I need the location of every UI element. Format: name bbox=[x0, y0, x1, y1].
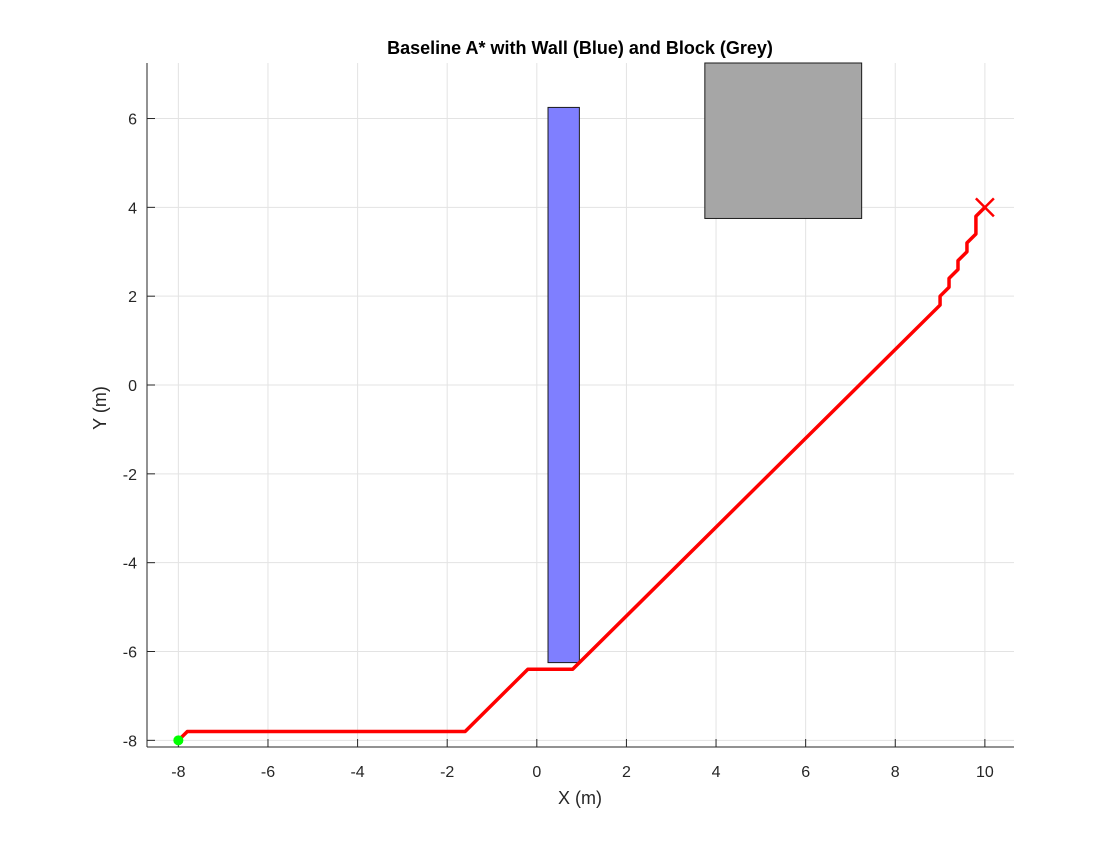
y-tick-label: -2 bbox=[123, 467, 137, 484]
x-tick-label: 0 bbox=[532, 764, 541, 781]
y-tick-label: 0 bbox=[128, 378, 137, 395]
x-tick-label: 2 bbox=[622, 764, 631, 781]
y-tick-label: 6 bbox=[128, 112, 137, 129]
obstacle-block bbox=[704, 62, 863, 219]
obstacle-wall bbox=[547, 106, 580, 664]
y-tick-label: -6 bbox=[123, 645, 137, 662]
obstacles bbox=[547, 62, 863, 664]
grid bbox=[147, 63, 1014, 747]
x-tick-label: 10 bbox=[976, 764, 994, 781]
x-tick-label: -6 bbox=[261, 764, 275, 781]
y-tick-label: -8 bbox=[123, 733, 137, 750]
x-tick-label: 4 bbox=[712, 764, 721, 781]
path-line bbox=[176, 205, 987, 743]
x-tick-label: 8 bbox=[891, 764, 900, 781]
x-tick-label: 6 bbox=[801, 764, 810, 781]
goal-marker bbox=[974, 197, 995, 218]
y-axis-label: Y (m) bbox=[90, 386, 110, 430]
goal-marker-stroke bbox=[974, 197, 995, 218]
x-axis-label: X (m) bbox=[558, 788, 602, 808]
x-tick-label: -8 bbox=[171, 764, 185, 781]
x-tick-label: -4 bbox=[350, 764, 364, 781]
chart-title: Baseline A* with Wall (Blue) and Block (… bbox=[387, 38, 773, 58]
start-marker bbox=[173, 735, 184, 746]
x-tick-labels: -8 -6 -4 -2 0 2 4 6 8 10 bbox=[171, 764, 994, 781]
y-tick-label: 2 bbox=[128, 289, 137, 306]
markers bbox=[173, 197, 995, 746]
y-tick-label: -4 bbox=[123, 556, 137, 573]
path-series bbox=[176, 205, 987, 743]
y-tick-label: 4 bbox=[128, 200, 137, 217]
y-tick-labels: -8 -6 -4 -2 0 2 4 6 bbox=[123, 112, 137, 751]
axes bbox=[146, 63, 1014, 748]
x-tick-label: -2 bbox=[440, 764, 454, 781]
